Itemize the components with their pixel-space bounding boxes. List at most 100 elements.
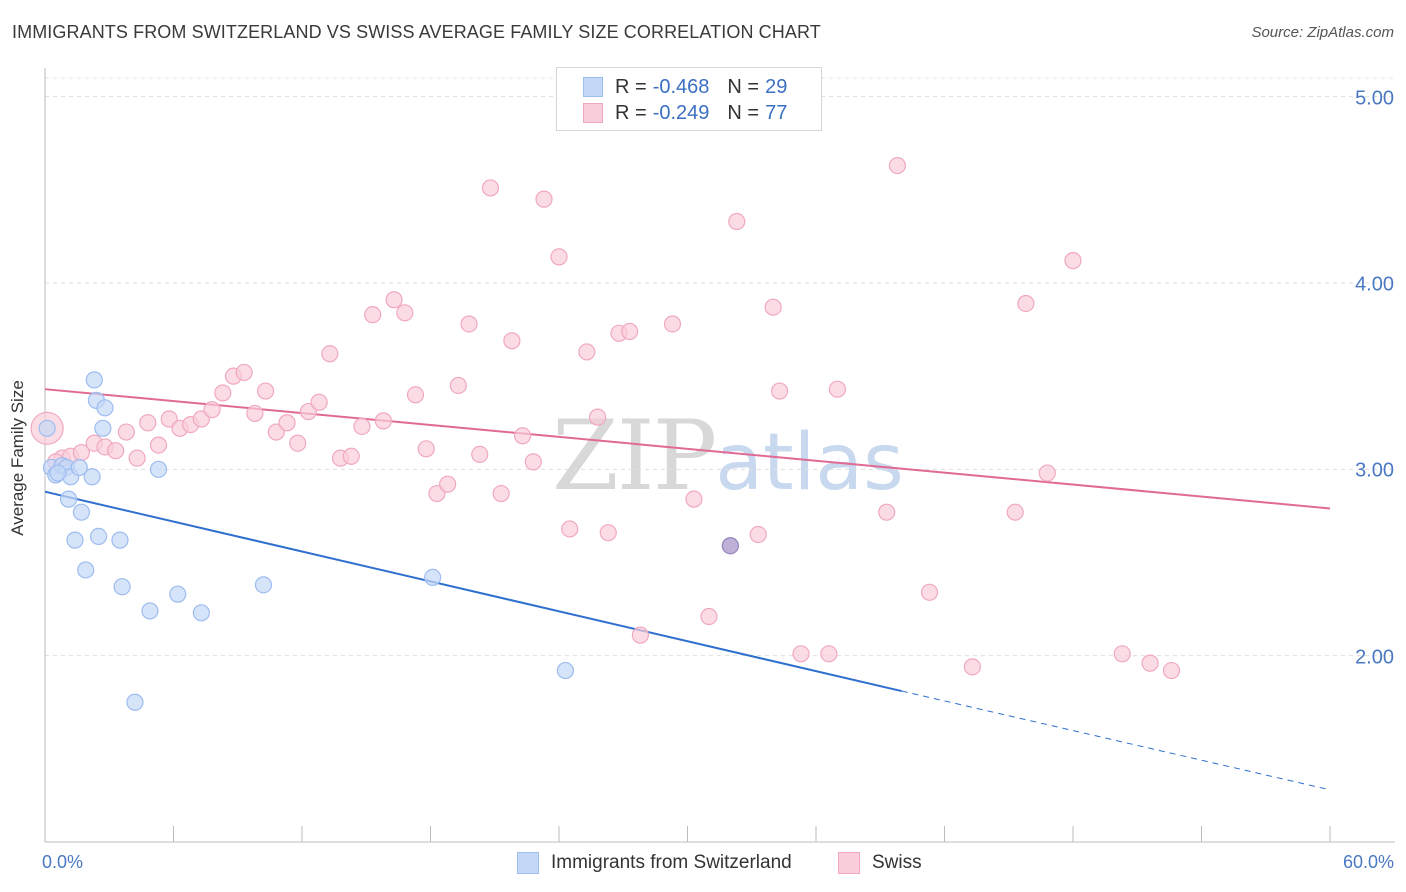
data-point — [599, 524, 617, 542]
legend-swatch-blue — [517, 852, 539, 874]
data-point — [107, 442, 125, 460]
data-point — [663, 315, 682, 333]
data-point — [700, 607, 718, 626]
data-point — [588, 408, 607, 426]
legend-r-value: -0.468 — [652, 75, 710, 98]
legend-r-value: -0.249 — [652, 101, 710, 124]
legend-item-label: Immigrants from Switzerland — [551, 852, 792, 873]
data-point — [192, 604, 210, 622]
axes — [44, 68, 1395, 843]
data-point — [59, 490, 78, 508]
data-point — [631, 626, 649, 644]
y-tick-label: 4.00 — [1355, 273, 1394, 296]
data-point — [72, 503, 91, 521]
data-point — [310, 393, 328, 411]
legend-row-swiss: R = -0.249 N = 77 — [583, 100, 787, 126]
chart-title: IMMIGRANTS FROM SWITZERLAND VS SWISS AVE… — [12, 22, 821, 42]
x-tick-min: 0.0% — [42, 852, 84, 872]
data-point — [364, 306, 382, 324]
data-point — [396, 304, 414, 322]
data-point — [113, 578, 131, 596]
data-point — [621, 322, 639, 341]
data-point — [128, 449, 146, 467]
y-tick-label: 5.00 — [1355, 87, 1394, 110]
trend-lines — [44, 388, 1331, 791]
legend-r-label: R = — [615, 101, 647, 124]
source-label: Source: ZipAtlas.com — [1251, 24, 1394, 41]
legend-n-value: 77 — [765, 101, 788, 124]
data-point — [203, 401, 221, 419]
stats-legend: R = -0.468 N = 29 R = -0.249 N = 77 — [556, 67, 822, 131]
data-point — [471, 445, 489, 464]
data-point — [728, 212, 746, 231]
data-point — [820, 645, 838, 663]
legend-n-label: N = — [727, 101, 760, 124]
data-point — [503, 332, 521, 350]
data-point — [321, 345, 339, 363]
data-point — [963, 658, 981, 676]
data-point — [417, 440, 435, 458]
trend-line-extension-0 — [901, 690, 1331, 791]
data-point — [169, 585, 187, 603]
watermark-atlas: atlas — [715, 418, 904, 508]
data-point — [828, 380, 847, 398]
data-point — [535, 190, 553, 208]
trend-line-0 — [44, 490, 902, 693]
data-point — [439, 475, 457, 493]
data-point — [492, 484, 510, 503]
data-point — [149, 436, 168, 454]
data-point — [513, 427, 532, 445]
data-point — [353, 417, 371, 436]
data-point — [66, 531, 84, 549]
data-point — [792, 645, 810, 663]
legend-n-label: N = — [727, 75, 760, 98]
data-point — [342, 447, 360, 465]
y-tick-label: 3.00 — [1355, 459, 1394, 482]
data-point — [96, 399, 114, 417]
data-point — [878, 503, 896, 521]
data-point — [139, 414, 157, 432]
legend-item-switzerland[interactable]: Immigrants from Switzerland — [517, 852, 792, 874]
data-point — [385, 291, 403, 309]
data-point — [561, 520, 579, 538]
data-point — [685, 490, 703, 508]
data-point — [1064, 252, 1082, 270]
data-point — [256, 382, 275, 400]
data-point — [920, 583, 939, 601]
data-point — [449, 376, 467, 395]
legend-n-value: 29 — [765, 75, 788, 98]
data-point — [289, 434, 307, 452]
data-point — [749, 525, 767, 544]
y-axis-label: Average Family Size — [8, 380, 27, 536]
y-tick-label: 2.00 — [1355, 646, 1394, 669]
legend-r-label: R = — [615, 75, 647, 98]
data-point — [374, 412, 392, 430]
data-point — [254, 576, 273, 594]
data-point — [770, 382, 789, 400]
legend-swatch-blue — [583, 77, 603, 97]
series-legend: Immigrants from Switzerland Swiss — [0, 852, 1406, 878]
data-point — [1113, 645, 1131, 663]
legend-item-label: Swiss — [872, 852, 922, 873]
data-point — [1038, 464, 1056, 482]
data-point-overlap — [721, 537, 739, 555]
data-point — [1006, 503, 1024, 521]
data-point — [524, 453, 542, 471]
data-point — [117, 423, 135, 441]
data-point — [70, 458, 88, 477]
data-point — [94, 419, 112, 437]
data-point — [85, 371, 103, 389]
data-point — [278, 414, 296, 432]
data-point — [246, 404, 264, 423]
legend-swatch-pink — [583, 103, 603, 123]
data-point — [764, 298, 782, 316]
data-points — [30, 156, 1181, 711]
data-point — [141, 602, 159, 620]
data-point — [481, 179, 500, 197]
data-point — [550, 248, 568, 266]
legend-swatch-pink — [838, 852, 860, 874]
legend-item-swiss[interactable]: Swiss — [838, 852, 922, 874]
data-point — [556, 661, 575, 680]
data-point — [49, 464, 67, 482]
